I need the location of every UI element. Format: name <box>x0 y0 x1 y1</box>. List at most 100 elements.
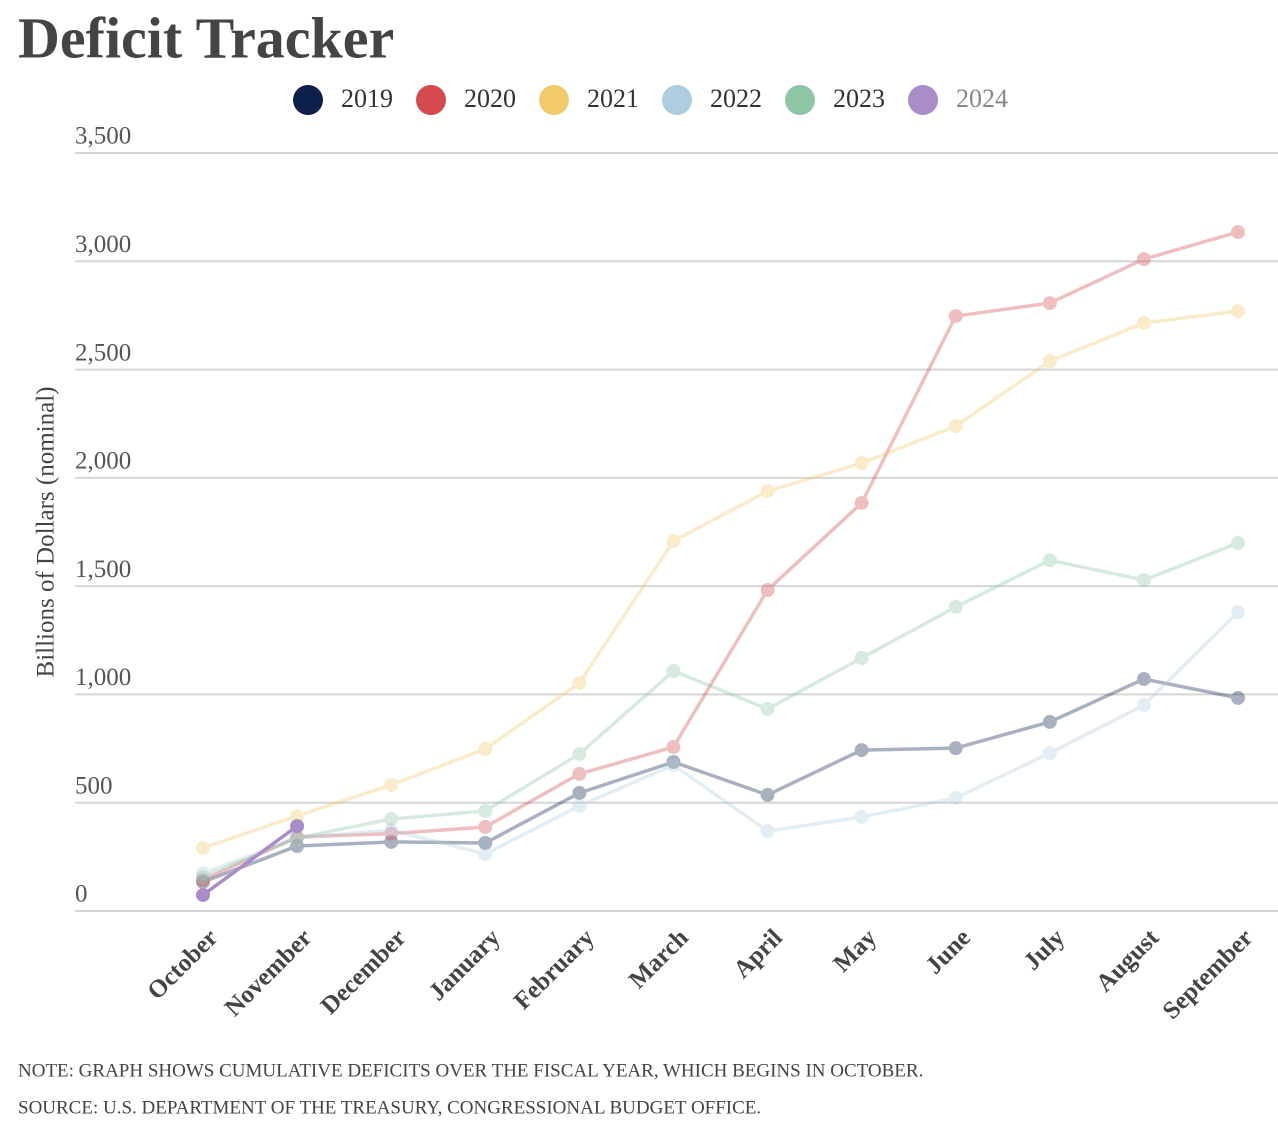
line <box>202 677 1239 884</box>
point <box>384 834 399 849</box>
point <box>572 675 587 690</box>
legend-marker <box>908 85 938 115</box>
point <box>1042 746 1057 761</box>
point <box>1042 296 1057 311</box>
note: NOTE: GRAPH SHOWS CUMULATIVE DEFICITS OV… <box>18 1060 923 1081</box>
point <box>384 811 399 826</box>
point <box>290 808 305 823</box>
point <box>666 664 681 679</box>
y-tick-label: 1,500 <box>75 556 131 583</box>
x-tick-label: May <box>828 924 882 978</box>
y-tick-label: 0 <box>75 881 88 908</box>
point <box>760 824 775 839</box>
point <box>854 651 869 666</box>
chart-title: Deficit Tracker <box>18 5 394 70</box>
point <box>1136 316 1151 331</box>
point <box>290 829 305 844</box>
point <box>948 790 963 805</box>
y-tick-label: 3,000 <box>75 231 131 258</box>
point <box>666 754 681 769</box>
point <box>1231 690 1245 705</box>
legend-label: 2021 <box>587 84 639 113</box>
x-tick-label: December <box>316 924 412 1020</box>
point <box>572 766 587 781</box>
point <box>290 819 305 834</box>
point <box>572 798 587 813</box>
point <box>196 887 210 902</box>
x-tick-label: April <box>728 924 787 983</box>
series <box>196 672 1245 889</box>
x-tick-label: March <box>624 924 694 994</box>
x-tick-label: November <box>220 924 318 1022</box>
x-tick-label: September <box>1158 924 1259 1025</box>
point <box>760 583 775 598</box>
point <box>196 840 210 855</box>
point <box>1136 252 1151 267</box>
legend-label: 2023 <box>833 84 885 113</box>
y-tick-label: 1,000 <box>75 664 131 691</box>
line <box>202 230 1239 882</box>
legend-marker <box>539 85 569 115</box>
point <box>290 839 305 854</box>
line <box>202 309 1239 850</box>
point <box>948 419 963 434</box>
y-tick-label: 3,500 <box>75 123 131 150</box>
x-tick-label: July <box>1019 924 1071 976</box>
point <box>1042 354 1057 369</box>
point <box>196 874 210 889</box>
legend-label: 2024 <box>956 84 1008 113</box>
point <box>1136 672 1151 687</box>
point <box>760 701 775 716</box>
point <box>290 831 305 846</box>
legend-label: 2022 <box>710 84 762 113</box>
x-tick-label: October <box>142 924 223 1005</box>
x-tick-label: June <box>921 924 976 979</box>
point <box>478 835 493 850</box>
y-tick-label: 2,500 <box>75 339 131 366</box>
point <box>854 810 869 825</box>
point <box>666 740 681 755</box>
x-tick-label: August <box>1091 924 1165 998</box>
point <box>384 823 399 838</box>
legend-marker <box>785 85 815 115</box>
y-axis-label: Billions of Dollars (nominal) <box>33 387 60 678</box>
point <box>760 484 775 499</box>
point <box>196 869 210 884</box>
point <box>948 599 963 614</box>
point <box>196 873 210 888</box>
point <box>1231 304 1245 319</box>
point <box>1136 573 1151 588</box>
point <box>854 495 869 510</box>
point <box>854 743 869 758</box>
point <box>666 534 681 549</box>
series <box>196 304 1245 855</box>
line <box>202 541 1239 879</box>
point <box>478 819 493 834</box>
point <box>1231 605 1245 620</box>
series <box>196 605 1245 881</box>
point <box>1231 536 1245 551</box>
point <box>760 787 775 802</box>
point <box>854 456 869 471</box>
legend-label: 2019 <box>341 84 393 113</box>
point <box>1231 225 1245 240</box>
point <box>1042 714 1057 729</box>
point <box>478 847 493 862</box>
line <box>201 824 299 897</box>
point <box>666 758 681 773</box>
point <box>572 746 587 761</box>
series <box>196 225 1245 888</box>
series <box>196 536 1245 884</box>
point <box>384 777 399 792</box>
point <box>478 742 493 757</box>
line <box>202 610 1240 875</box>
point <box>384 826 399 841</box>
point <box>290 831 305 846</box>
y-tick-label: 2,000 <box>75 448 131 475</box>
point <box>948 741 963 756</box>
y-tick-label: 500 <box>75 772 113 799</box>
x-tick-label: February <box>509 924 600 1015</box>
x-tick-label: January <box>424 924 506 1006</box>
series <box>196 819 305 902</box>
legend-marker <box>662 85 692 115</box>
